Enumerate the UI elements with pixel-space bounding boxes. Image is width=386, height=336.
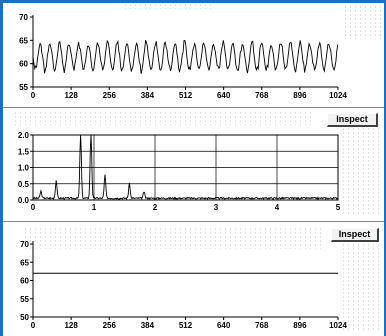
noise-pattern <box>23 227 323 249</box>
noise-pattern <box>13 111 313 125</box>
x-tick-label: 640 <box>217 91 231 100</box>
x-tick-label: 768 <box>255 91 269 100</box>
noise-pattern <box>341 243 381 331</box>
x-tick-label: 0 <box>31 203 36 212</box>
spectrum-line <box>32 134 339 201</box>
bottom-chart: 70 65 60 55 500 128 256 384 512 640 768 896 1024 <box>20 240 347 330</box>
inspect-button[interactable]: Inspect <box>331 228 379 242</box>
x-tick-label: 768 <box>255 321 269 330</box>
y-tick-label: 0.5 <box>18 180 30 189</box>
signal-line <box>32 39 339 74</box>
y-tick-label: 70 <box>19 13 28 22</box>
x-tick-label: 3 <box>214 203 219 212</box>
x-tick-label: 896 <box>293 321 307 330</box>
x-tick-label: 0 <box>31 91 36 100</box>
y-tick-label: 1.0 <box>18 164 30 173</box>
x-tick-label: 512 <box>179 91 193 100</box>
spectrum-chart: 2.0 1.5 1.0 0.5 0.00 1 2 3 4 5 <box>18 131 341 212</box>
y-tick-label: 60 <box>19 60 28 69</box>
y-tick-label: 2.0 <box>18 131 30 140</box>
y-tick-label: 65 <box>19 36 28 45</box>
y-tick-label: 55 <box>20 295 29 304</box>
x-tick-label: 128 <box>64 91 78 100</box>
y-tick-label: 1.5 <box>18 147 30 156</box>
inspect-button[interactable]: Inspect <box>327 113 378 127</box>
x-tick-label: 896 <box>293 91 307 100</box>
y-tick-label: 0.0 <box>18 196 30 205</box>
top-plot-panel: 70 65 60 55 0 128 256 384 512 640 768 896 1024 <box>3 3 384 103</box>
x-tick-label: 1024 <box>329 91 347 100</box>
y-tick-label: 50 <box>20 313 29 322</box>
x-tick-label: 0 <box>31 321 36 330</box>
x-tick-label: 1 <box>92 203 97 212</box>
y-tick-label: 70 <box>20 240 29 249</box>
x-tick-label: 256 <box>103 321 117 330</box>
noise-pattern <box>343 5 381 39</box>
top-chart: 70 65 60 550 128 256 384 512 640 768 896 1024 <box>19 13 347 100</box>
x-tick-label: 128 <box>64 321 78 330</box>
y-tick-label: 60 <box>20 277 29 286</box>
x-tick-label: 256 <box>103 91 117 100</box>
x-tick-label: 5 <box>336 203 341 212</box>
x-tick-label: 2 <box>153 203 158 212</box>
divider <box>3 221 384 222</box>
divider <box>3 107 384 108</box>
x-tick-label: 640 <box>217 321 231 330</box>
y-tick-label: 55 <box>19 83 28 92</box>
bottom-plot-panel: Inspect 70 65 60 55 50 0 128 256 384 512 640 768 896… <box>3 223 384 336</box>
noise-pattern <box>341 123 381 215</box>
x-tick-label: 512 <box>179 321 193 330</box>
y-tick-label: 65 <box>20 258 29 267</box>
x-tick-label: 4 <box>275 203 280 212</box>
x-tick-label: 1024 <box>329 321 347 330</box>
middle-plot-panel: Inspect 2.0 1.5 1.0 0.5 0.0 0 1 2 3 4 5 <box>3 109 384 221</box>
x-tick-label: 384 <box>141 91 155 100</box>
x-tick-label: 384 <box>141 321 155 330</box>
noise-pattern <box>123 3 213 9</box>
